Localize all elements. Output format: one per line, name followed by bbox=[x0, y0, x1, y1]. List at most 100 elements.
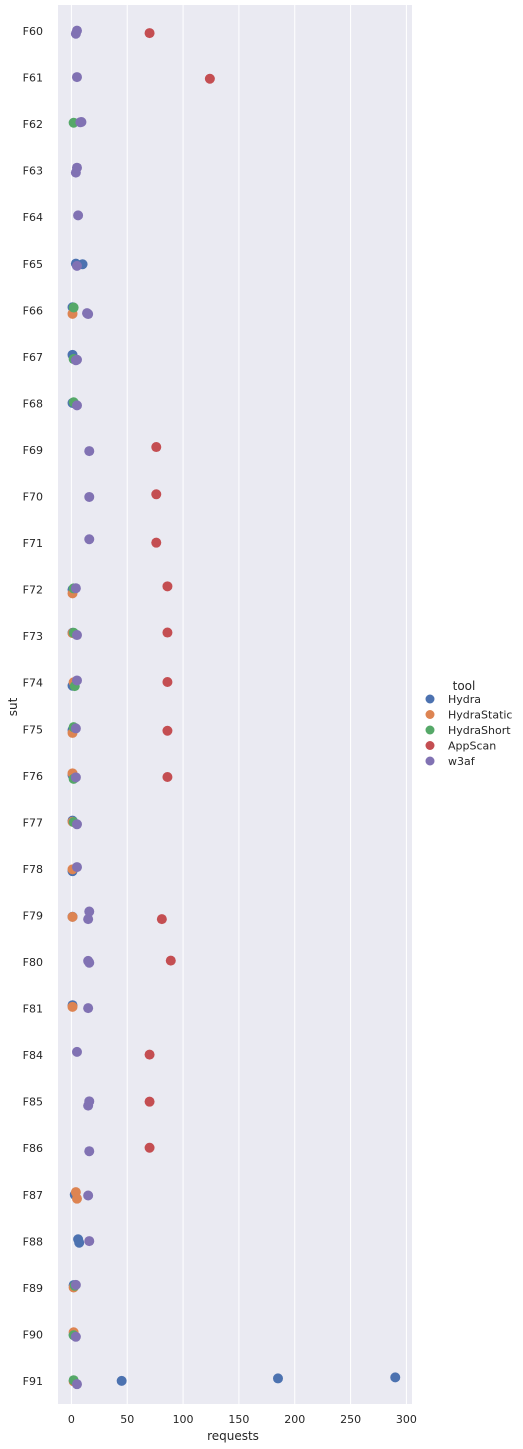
x-tick-label: 300 bbox=[396, 1413, 417, 1426]
y-tick-label: F91 bbox=[23, 1375, 43, 1388]
y-tick-label: F63 bbox=[23, 165, 43, 178]
data-point-w3af bbox=[71, 72, 82, 83]
data-point-w3af bbox=[84, 957, 95, 968]
y-tick-label: F61 bbox=[23, 72, 43, 85]
legend-label: HydraStatic bbox=[448, 709, 512, 722]
y-tick-label: F76 bbox=[23, 770, 43, 783]
data-point-w3af bbox=[70, 723, 81, 734]
data-point-w3af bbox=[76, 116, 87, 127]
data-point-hydra bbox=[390, 1372, 401, 1383]
plot-background bbox=[58, 5, 412, 1404]
data-point-appscan bbox=[165, 955, 176, 966]
data-point-w3af bbox=[71, 1046, 82, 1057]
y-tick-label: F64 bbox=[23, 211, 43, 224]
y-tick-label: F81 bbox=[23, 1003, 43, 1016]
data-point-w3af bbox=[70, 1331, 81, 1342]
y-tick-label: F66 bbox=[23, 304, 43, 317]
data-point-w3af bbox=[71, 162, 82, 173]
y-tick-label: F68 bbox=[23, 397, 43, 410]
data-point-w3af bbox=[71, 400, 82, 411]
data-point-hydrashort bbox=[68, 302, 79, 313]
data-point-appscan bbox=[156, 914, 167, 925]
y-axis-label: sut bbox=[6, 697, 20, 716]
data-point-hydrastatic bbox=[67, 911, 78, 922]
y-tick-label: F86 bbox=[23, 1142, 43, 1155]
data-point-appscan bbox=[151, 537, 162, 548]
y-tick-label: F85 bbox=[23, 1096, 43, 1109]
y-tick-label: F70 bbox=[23, 491, 43, 504]
x-tick-label: 0 bbox=[68, 1413, 75, 1426]
data-point-w3af bbox=[84, 491, 95, 502]
legend-label: AppScan bbox=[448, 740, 496, 753]
data-point-hydrastatic bbox=[67, 1001, 78, 1012]
legend-label: HydraShort bbox=[448, 724, 511, 737]
data-point-w3af bbox=[71, 630, 82, 641]
data-point-appscan bbox=[204, 73, 215, 84]
y-tick-label: F75 bbox=[23, 723, 43, 736]
y-tick-label: F88 bbox=[23, 1235, 43, 1248]
data-point-appscan bbox=[162, 772, 173, 783]
legend-label: w3af bbox=[448, 755, 476, 768]
data-point-w3af bbox=[83, 914, 94, 925]
data-point-w3af bbox=[84, 1146, 95, 1157]
data-point-w3af bbox=[83, 1003, 94, 1014]
y-tick-label: F77 bbox=[23, 816, 43, 829]
y-tick-label: F73 bbox=[23, 630, 43, 643]
data-point-w3af bbox=[84, 1096, 95, 1107]
data-point-w3af bbox=[71, 25, 82, 36]
data-point-hydra bbox=[116, 1375, 127, 1386]
y-tick-label: F87 bbox=[23, 1189, 43, 1202]
data-point-hydra bbox=[74, 1237, 85, 1248]
data-point-appscan bbox=[151, 489, 162, 500]
legend-marker bbox=[425, 756, 435, 766]
data-point-w3af bbox=[71, 862, 82, 873]
data-point-w3af bbox=[83, 1190, 94, 1201]
x-tick-label: 150 bbox=[228, 1413, 249, 1426]
data-point-appscan bbox=[144, 1142, 155, 1153]
data-point-w3af bbox=[71, 260, 82, 271]
x-tick-label: 50 bbox=[120, 1413, 134, 1426]
data-point-w3af bbox=[73, 210, 84, 221]
legend-marker bbox=[425, 725, 435, 735]
y-tick-label: F78 bbox=[23, 863, 43, 876]
data-point-appscan bbox=[144, 1049, 155, 1060]
legend-label: Hydra bbox=[448, 693, 481, 706]
gridlines bbox=[70, 5, 407, 1404]
data-point-w3af bbox=[70, 772, 81, 783]
y-tick-label: F80 bbox=[23, 956, 43, 969]
data-point-w3af bbox=[71, 354, 82, 365]
y-tick-label: F71 bbox=[23, 537, 43, 550]
data-point-appscan bbox=[162, 725, 173, 736]
y-tick-label: F62 bbox=[23, 118, 43, 131]
data-point-w3af bbox=[70, 1279, 81, 1290]
y-tick-label: F89 bbox=[23, 1282, 43, 1295]
data-point-appscan bbox=[144, 1096, 155, 1107]
y-tick-label: F65 bbox=[23, 258, 43, 271]
y-tick-label: F60 bbox=[23, 25, 43, 38]
data-point-appscan bbox=[162, 627, 173, 638]
x-axis-label: requests bbox=[207, 1429, 259, 1443]
y-tick-label: F69 bbox=[23, 444, 43, 457]
y-tick-label: F72 bbox=[23, 584, 43, 597]
y-tick-label: F67 bbox=[23, 351, 43, 364]
legend: tool Hydra HydraStatic HydraShort AppScan w3… bbox=[425, 679, 512, 768]
data-point-appscan bbox=[144, 28, 155, 39]
data-point-appscan bbox=[162, 581, 173, 592]
y-tick-labels: F60 F61 F62 F63 F64 F65 F66 F67 F68 F69 F70 F71 F72 F… bbox=[23, 25, 43, 1388]
legend-marker bbox=[425, 741, 435, 750]
y-tick-label: F74 bbox=[23, 677, 43, 690]
data-point-w3af bbox=[84, 534, 95, 545]
legend-marker bbox=[425, 694, 435, 704]
x-tick-label: 250 bbox=[340, 1413, 361, 1426]
x-tick-labels: 0 50 100 150 200 250 300 bbox=[68, 1413, 417, 1426]
data-point-appscan bbox=[151, 442, 162, 453]
y-tick-label: F84 bbox=[23, 1049, 43, 1062]
data-points bbox=[67, 25, 401, 1390]
y-tick-label: F90 bbox=[23, 1328, 43, 1341]
legend-title: tool bbox=[453, 679, 476, 693]
x-tick-label: 100 bbox=[173, 1413, 194, 1426]
data-point-w3af bbox=[83, 309, 94, 320]
legend-marker bbox=[425, 710, 435, 719]
data-point-w3af bbox=[84, 446, 95, 457]
